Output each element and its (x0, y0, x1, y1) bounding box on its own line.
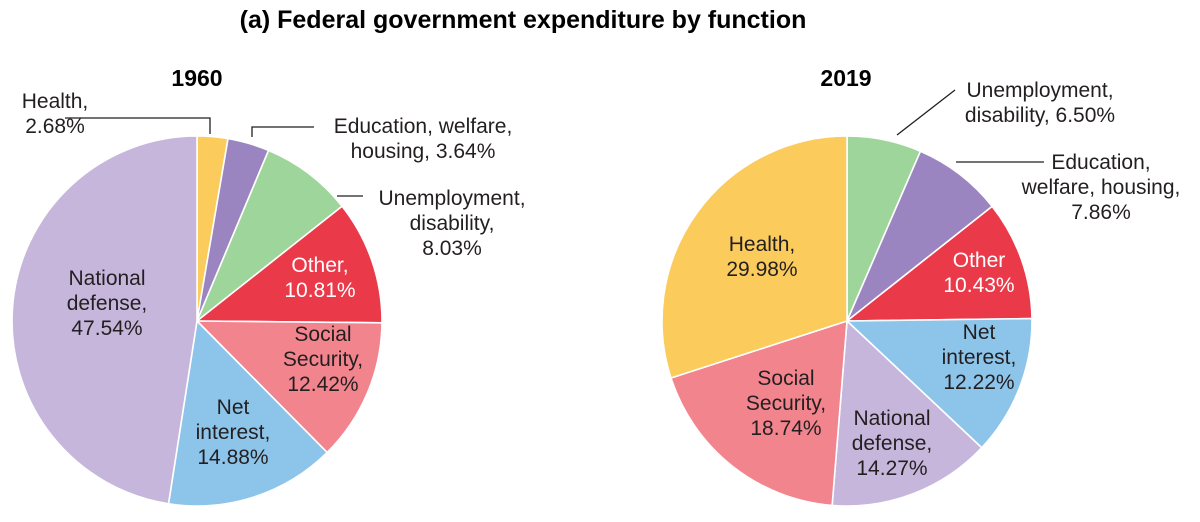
pie-chart-2019: 2019 Unemployment, disability, 6.50% Educa… (661, 65, 1181, 507)
pie-1960-label-other: Other, 10.81% (284, 254, 355, 302)
pie-1960-label-health: Health, 2.68% (22, 90, 89, 138)
pie-2019-slice-national-defense (831, 319, 983, 507)
pie-2019-slice-education-welfare-housing (846, 150, 994, 322)
figure-title: (a) Federal government expenditure by fu… (240, 6, 807, 34)
pie-2019-label-other: Other 10.43% (943, 249, 1014, 297)
pie-2019-label-social-security: Social Security, 18.74% (746, 367, 826, 440)
pie-1960-label-social-security: Social Security, 12.42% (283, 323, 363, 396)
pie-2019-slice-social-security (669, 319, 848, 507)
pie-1960-slice-other (194, 205, 383, 324)
pie-1960-leader-line (65, 117, 211, 134)
pie-1960-slice-unemployment-disability (196, 149, 344, 322)
pie-2019-slice-health (661, 135, 848, 379)
pie-2019-label-education-welfare-housing: Education, welfare, housing, 7.86% (1021, 151, 1181, 224)
pie-2019-slice-other (844, 205, 1033, 322)
pie-1960-label-net-interest: Net interest, 14.88% (196, 396, 271, 469)
pie-2019-label-unemployment-disability: Unemployment, disability, 6.50% (965, 79, 1115, 127)
pie-2019-label-national-defense: National defense, 14.27% (852, 407, 933, 480)
pie-1960-slice-national-defense (11, 135, 198, 505)
pie-2019-label-net-interest: Net interest, 12.22% (942, 321, 1017, 394)
pie-2019-subtitle: 2019 (820, 65, 871, 91)
pie-2019-slice-net-interest (845, 317, 1033, 449)
pie-1960-label-unemployment-disability: Unemployment, disability, 8.03% (378, 187, 525, 260)
pie-2019-label-health: Health, 29.98% (726, 233, 797, 281)
pie-1960-slice-social-security (195, 320, 383, 454)
pie-1960-slice-net-interest (167, 319, 329, 507)
pie-1960-subtitle: 1960 (171, 65, 222, 91)
pie-chart-1960: 1960 Health, 2.68% Education, welfare, hous… (11, 65, 526, 507)
pie-1960-leader-line (251, 126, 314, 137)
pie-2019-leader-line (896, 89, 956, 136)
pie-1960-label-education-welfare-housing: Education, welfare, housing, 3.64% (334, 115, 513, 163)
pie-1960-label-national-defense: National defense, 47.54% (67, 267, 148, 340)
